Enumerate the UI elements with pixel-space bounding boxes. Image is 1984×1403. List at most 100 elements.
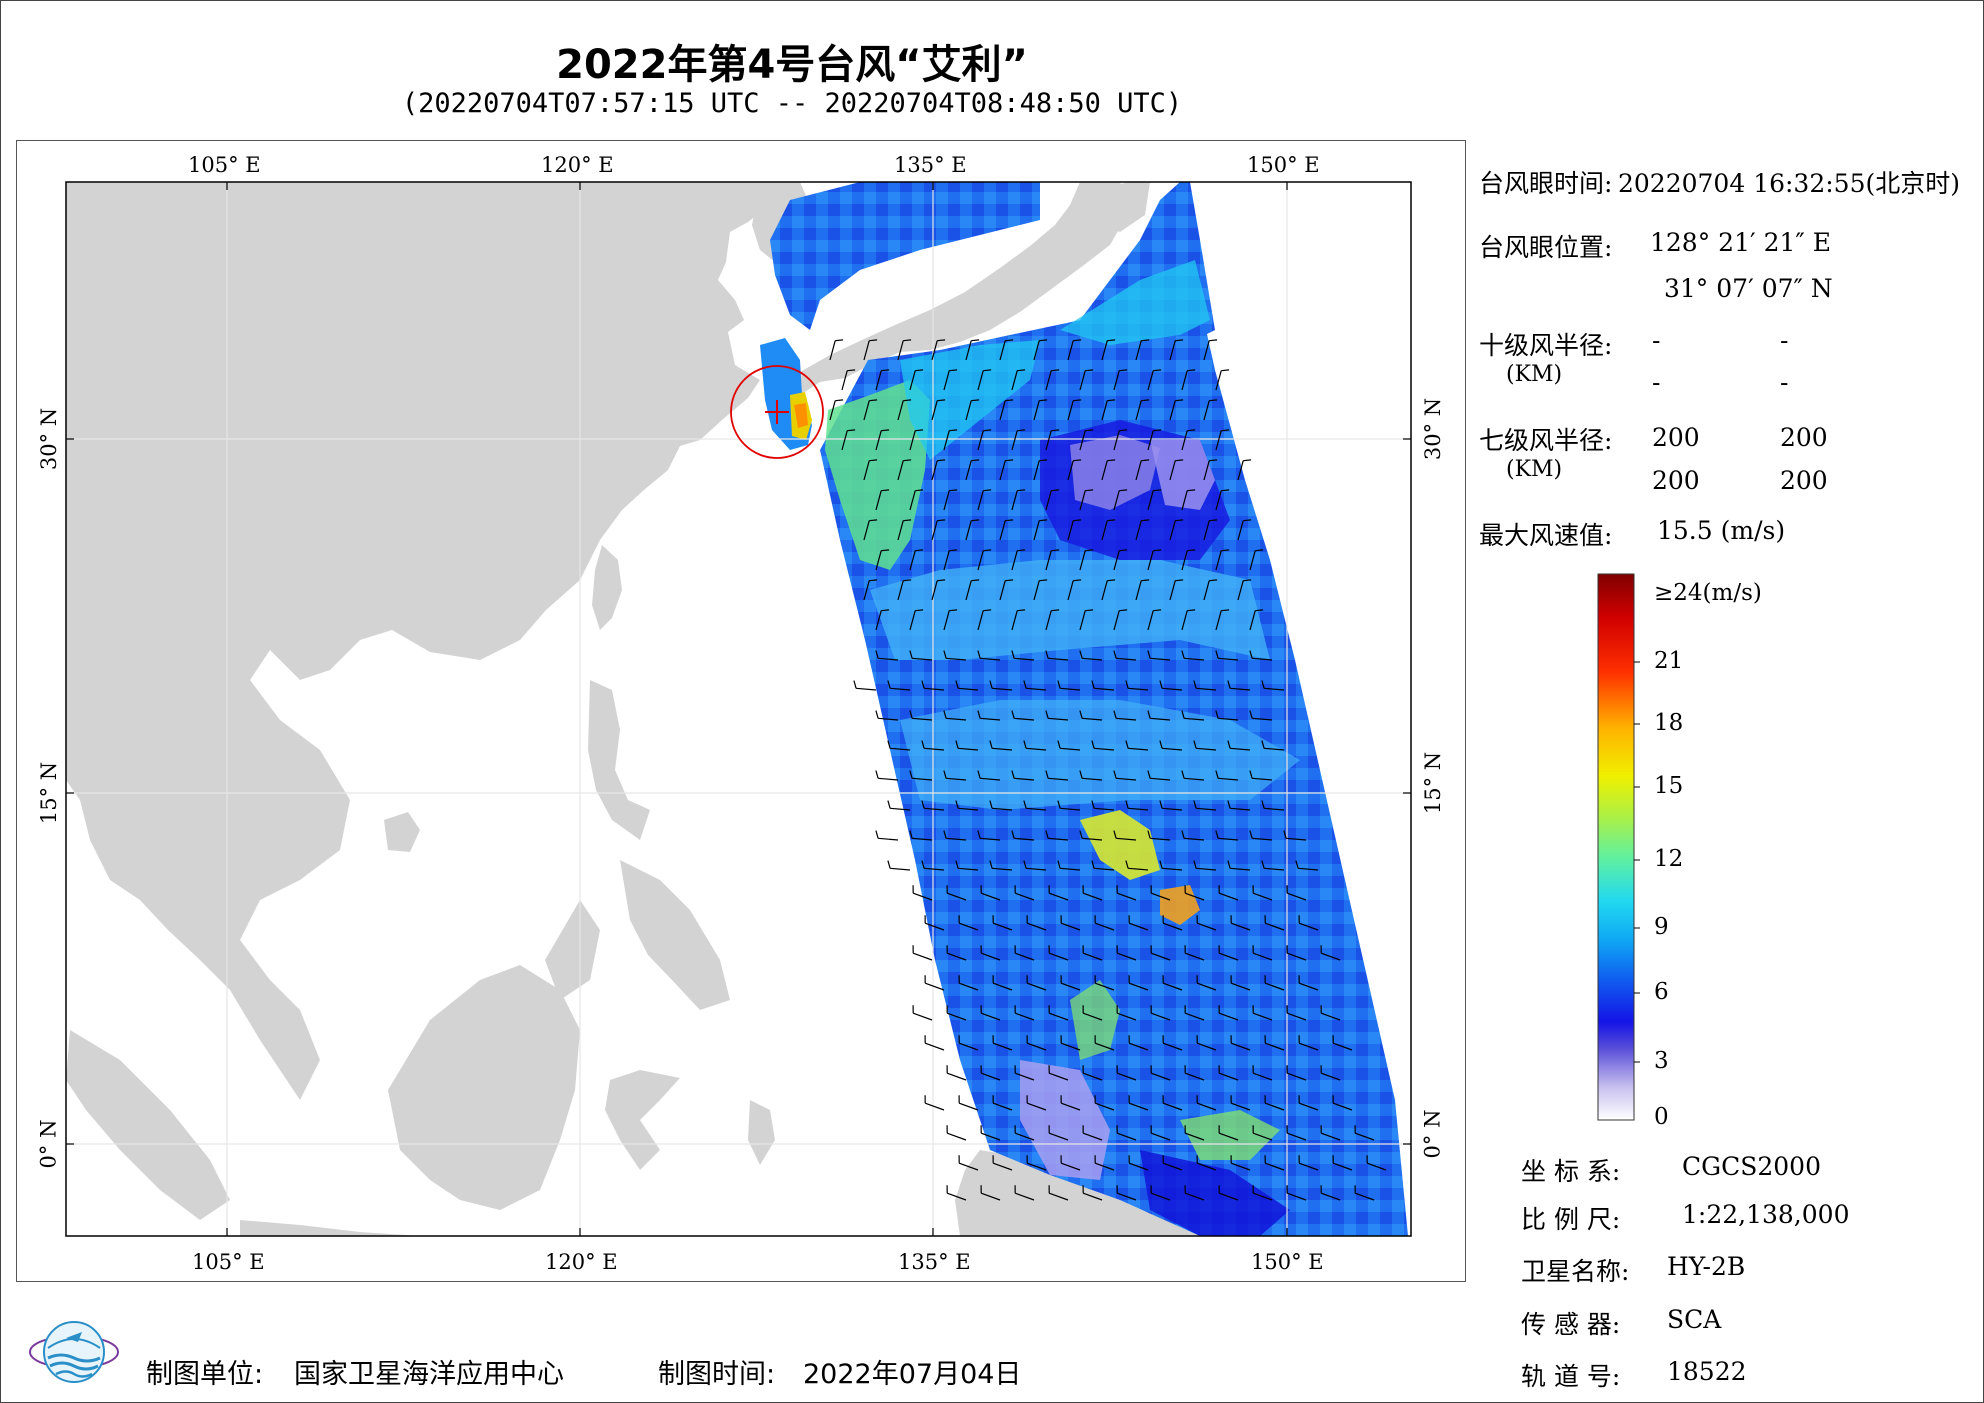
wind-barb-shaft bbox=[1094, 1102, 1115, 1111]
wind-barb-shaft bbox=[1048, 717, 1069, 721]
wind-barb-shaft bbox=[1116, 1012, 1137, 1021]
wind-barb-shaft bbox=[965, 580, 972, 601]
wind-barb-flag bbox=[1017, 549, 1026, 552]
wind-barb-shaft bbox=[863, 520, 870, 541]
wind-barb-shaft bbox=[1128, 1042, 1149, 1051]
wind-barb-shaft bbox=[1113, 490, 1120, 511]
r7-value-se: 200 bbox=[1780, 423, 1828, 452]
wind-barb-flag bbox=[921, 680, 925, 689]
wind-barb-flag bbox=[1249, 830, 1253, 839]
wind-barb-flag bbox=[1073, 339, 1082, 342]
wind-barb-shaft bbox=[1147, 490, 1154, 511]
wind-barb-shaft bbox=[931, 340, 938, 361]
wind-barb-flag bbox=[1243, 579, 1252, 582]
wind-barb-shaft bbox=[992, 687, 1013, 691]
wind-barb-flag bbox=[1175, 459, 1184, 462]
wind-barb-shaft bbox=[1230, 982, 1251, 991]
wind-barb-flag bbox=[1181, 830, 1185, 839]
satellite-name-label: 卫星名称: bbox=[1521, 1257, 1630, 1286]
wind-barb-shaft bbox=[1196, 867, 1217, 871]
wind-barb-shaft bbox=[1264, 982, 1285, 991]
wind-barb-shaft bbox=[980, 777, 1001, 781]
land-java bbox=[240, 1220, 420, 1236]
map-date-value: 2022年07月04日 bbox=[803, 1359, 1022, 1390]
wind-barb-flag bbox=[1159, 860, 1163, 869]
wind-barb-shaft bbox=[1048, 837, 1069, 841]
swath-zone-cyan-north bbox=[1060, 260, 1210, 345]
wind-barb-flag bbox=[1255, 549, 1264, 552]
wind-barb-flag bbox=[847, 429, 856, 432]
wind-barb-flag bbox=[1085, 489, 1094, 492]
wind-barb-shaft bbox=[1135, 580, 1142, 601]
wind-barb-shaft bbox=[999, 400, 1006, 421]
wind-barb-shaft bbox=[890, 807, 911, 811]
colorbar-label-24: ≥24(m/s) bbox=[1654, 580, 1762, 606]
wind-barb-flag bbox=[1005, 339, 1014, 342]
wind-barb-shaft bbox=[924, 867, 945, 871]
wind-barb-flag bbox=[1113, 770, 1117, 779]
wind-barb-flag bbox=[1017, 429, 1026, 432]
wind-barb-flag bbox=[909, 710, 913, 719]
wind-barb-shaft bbox=[1286, 1192, 1307, 1201]
wind-barb-flag bbox=[903, 459, 912, 462]
wind-barb-shaft bbox=[1033, 400, 1040, 421]
wind-barb-shaft bbox=[1230, 867, 1251, 871]
swath-zone-green-south bbox=[1070, 980, 1120, 1060]
wind-barb-shaft bbox=[1150, 1072, 1171, 1081]
wind-barb-shaft bbox=[1184, 1072, 1205, 1081]
wind-barb-shaft bbox=[1184, 952, 1205, 961]
wind-barb-flag bbox=[949, 489, 958, 492]
wind-barb-shaft bbox=[1113, 430, 1120, 451]
wind-barb-shaft bbox=[1014, 1012, 1035, 1021]
wind-barb-shaft bbox=[1014, 1192, 1035, 1201]
wind-barb-shaft bbox=[977, 490, 984, 511]
wind-barb-flag bbox=[853, 680, 857, 689]
wind-barb-flag bbox=[1209, 519, 1218, 522]
wind-barb-flag bbox=[1017, 489, 1026, 492]
wind-barb-shaft bbox=[1286, 837, 1307, 841]
wind-barb-shaft bbox=[992, 867, 1013, 871]
wind-barb-flag bbox=[955, 740, 959, 749]
wind-barb-flag bbox=[1153, 609, 1162, 612]
wind-barb-flag bbox=[1249, 650, 1253, 659]
wind-barb-shaft bbox=[1218, 777, 1239, 781]
wind-barb-flag bbox=[881, 609, 890, 612]
wind-barb-flag bbox=[943, 830, 947, 839]
wind-barb-shaft bbox=[1249, 550, 1256, 571]
wind-barb-shaft bbox=[946, 657, 967, 661]
colorbar-label-15: 15 bbox=[1654, 773, 1684, 799]
wind-barb-shaft bbox=[977, 550, 984, 571]
wind-barb-flag bbox=[989, 860, 993, 869]
nsoas-logo bbox=[29, 1321, 119, 1383]
wind-barb-shaft bbox=[1150, 1192, 1171, 1201]
wind-barb-flag bbox=[921, 740, 925, 749]
wind-barb-shaft bbox=[1218, 1072, 1239, 1081]
wind-barb-flag bbox=[949, 549, 958, 552]
wind-barb-flag bbox=[1005, 519, 1014, 522]
wind-barb-shaft bbox=[1184, 1192, 1205, 1201]
wind-barb-shaft bbox=[1298, 1162, 1319, 1171]
wind-barb-shaft bbox=[999, 580, 1006, 601]
wind-barb-shaft bbox=[909, 490, 916, 511]
wind-barb-shaft bbox=[1298, 982, 1319, 991]
lat-tick-right-15: 15° N bbox=[1421, 751, 1446, 815]
wind-barb-shaft bbox=[980, 1132, 1001, 1141]
wind-barb-flag bbox=[1175, 339, 1184, 342]
wind-barb-shaft bbox=[1033, 520, 1040, 541]
lon-tick-top-120: 120° E bbox=[541, 153, 614, 177]
wind-barb-shaft bbox=[1320, 1132, 1341, 1141]
wind-barb-shaft bbox=[878, 777, 899, 781]
colorbar-label-0: 0 bbox=[1654, 1104, 1669, 1130]
wind-barb-shaft bbox=[992, 1102, 1013, 1111]
wind-barb-flag bbox=[1017, 369, 1026, 372]
wind-barb-flag bbox=[1215, 770, 1219, 779]
wind-barb-shaft bbox=[1101, 580, 1108, 601]
wind-barb-shaft bbox=[924, 922, 945, 931]
wind-barb-shaft bbox=[1264, 922, 1285, 931]
wind-barb-shaft bbox=[1135, 400, 1142, 421]
wind-barb-shaft bbox=[912, 837, 933, 841]
wind-barb-flag bbox=[1023, 740, 1027, 749]
wind-barb-shaft bbox=[1014, 952, 1035, 961]
wind-barb-shaft bbox=[1082, 717, 1103, 721]
wind-barbs bbox=[829, 339, 1387, 1201]
